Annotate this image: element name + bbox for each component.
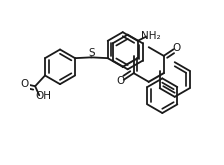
Text: O: O bbox=[116, 76, 125, 86]
Text: S: S bbox=[88, 48, 95, 58]
Text: NH₂: NH₂ bbox=[141, 31, 161, 41]
Text: O: O bbox=[21, 79, 29, 89]
Text: OH: OH bbox=[35, 91, 51, 101]
Text: O: O bbox=[173, 43, 181, 53]
